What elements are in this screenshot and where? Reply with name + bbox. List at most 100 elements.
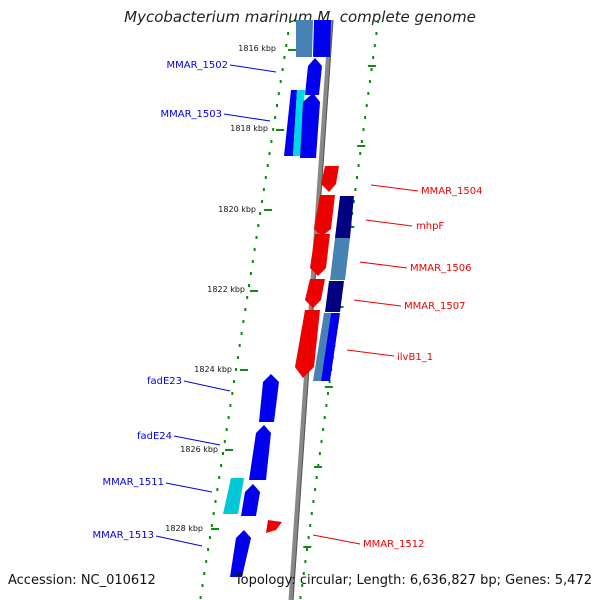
gene-arrow — [293, 90, 305, 156]
map-title: Mycobacterium marinum M, complete genome — [124, 8, 476, 26]
gene-label-right[interactable]: MMAR_1512 — [363, 539, 425, 550]
guide-dot-right — [370, 68, 373, 71]
gene-arrow — [313, 313, 331, 381]
guide-dot-left — [214, 500, 217, 503]
leader-line — [346, 349, 395, 357]
guide-dot-right — [317, 464, 320, 467]
guide-dot-right — [352, 200, 355, 203]
gene-arrow — [296, 20, 313, 57]
guide-dot-left — [259, 212, 262, 215]
accession-text: Accession: NC_010612 — [8, 573, 156, 588]
guide-dot-left — [203, 572, 206, 575]
guide-dot-right — [359, 152, 362, 155]
guide-dot-left — [233, 380, 236, 383]
guide-dot-left — [223, 440, 226, 443]
leader-line — [353, 299, 402, 307]
genome-summary-text: Topology: circular; Length: 6,636,827 bp… — [234, 573, 592, 588]
kbp-label: 1828 kbp — [165, 524, 203, 533]
guide-dot-left — [251, 260, 254, 263]
leader-line — [312, 534, 361, 545]
guide-dot-left — [216, 488, 219, 491]
guide-dot-left — [240, 332, 243, 335]
guide-dot-right — [360, 140, 363, 143]
gene-arrow — [321, 166, 339, 192]
guide-dot-right — [354, 188, 357, 191]
guide-dot-left — [261, 200, 264, 203]
reverse-strand-genes — [266, 166, 354, 533]
kbp-label: 1826 kbp — [180, 445, 218, 454]
guide-dot-left — [274, 116, 277, 119]
guide-dot-right — [368, 80, 371, 83]
leader-line — [173, 435, 221, 446]
guide-dot-left — [281, 68, 284, 71]
guide-dot-right — [306, 548, 308, 551]
guide-dot-left — [227, 416, 230, 419]
gene-arrow — [314, 195, 335, 236]
gene-label-left[interactable]: MMAR_1513 — [93, 530, 155, 541]
right-gene-labels: MMAR_1504 mhpF MMAR_1506 MMAR_1507 ilvB1… — [312, 184, 483, 550]
guide-dot-left — [229, 404, 232, 407]
guide-dot-right — [320, 440, 323, 443]
guide-tick-right — [357, 145, 366, 147]
gene-arrow — [230, 530, 251, 577]
guide-dot-right — [315, 476, 318, 479]
gene-label-left[interactable]: MMAR_1503 — [161, 109, 223, 120]
guide-dot-left — [225, 428, 228, 431]
gene-label-left[interactable]: MMAR_1502 — [167, 60, 229, 71]
guide-tick-right — [367, 65, 376, 67]
guide-dot-right — [323, 416, 326, 419]
gene-arrow — [305, 58, 322, 95]
guide-dot-right — [312, 500, 315, 503]
gene-label-right[interactable]: ilvB1_1 — [397, 352, 433, 363]
guide-tick-right — [314, 466, 322, 468]
guide-dot-left — [277, 92, 280, 95]
guide-dot-left — [257, 224, 260, 227]
gene-label-right[interactable]: mhpF — [416, 221, 444, 232]
guide-dot-left — [244, 308, 247, 311]
kbp-label: 1818 kbp — [230, 124, 268, 133]
guide-dot-right — [364, 116, 367, 119]
gene-label-right[interactable]: MMAR_1507 — [404, 301, 466, 312]
guide-dot-left — [222, 452, 224, 455]
guide-dot-left — [285, 44, 288, 47]
guide-dot-left — [289, 20, 291, 23]
kbp-label: 1820 kbp — [218, 205, 256, 214]
gene-label-left[interactable]: MMAR_1511 — [103, 477, 165, 488]
guide-dot-right — [377, 20, 379, 23]
guide-dot-left — [220, 464, 223, 467]
guide-dot-right — [307, 536, 310, 539]
gene-arrow — [300, 93, 320, 158]
guide-dot-right — [299, 596, 302, 599]
leader-line — [370, 184, 419, 192]
guide-dot-left — [246, 296, 249, 299]
gene-arrow — [330, 238, 350, 280]
guide-dot-left — [218, 476, 221, 479]
gene-label-right[interactable]: MMAR_1504 — [421, 186, 483, 197]
gene-arrow — [249, 425, 271, 480]
guide-dot-left — [208, 536, 211, 539]
guide-dot-right — [325, 404, 328, 407]
guide-dot-left — [238, 344, 241, 347]
gene-label-right[interactable]: MMAR_1506 — [410, 263, 472, 274]
guide-dot-left — [283, 56, 286, 59]
gene-arrow — [321, 313, 340, 381]
kbp-label: 1824 kbp — [194, 365, 232, 374]
gene-arrow — [284, 90, 297, 156]
guide-dot-right — [314, 488, 317, 491]
guide-dot-left — [253, 248, 256, 251]
guide-dot-right — [362, 128, 365, 131]
gene-arrow — [305, 279, 325, 308]
guide-dot-left — [207, 548, 210, 551]
guide-dot-right — [304, 560, 307, 563]
leader-line — [155, 535, 203, 547]
guide-dot-right — [357, 164, 360, 167]
guide-tick-right — [324, 386, 333, 388]
gene-label-left[interactable]: fadE23 — [147, 376, 182, 387]
guide-dot-right — [373, 44, 376, 47]
gene-label-left[interactable]: fadE24 — [137, 431, 172, 442]
kbp-label: 1822 kbp — [207, 285, 245, 294]
guide-dot-left — [210, 524, 213, 527]
guide-tick-right — [303, 546, 312, 548]
guide-dot-left — [270, 140, 273, 143]
kbp-ticks: 1816 kbp 1818 kbp 1820 kbp 1822 kbp 1824… — [165, 44, 296, 533]
